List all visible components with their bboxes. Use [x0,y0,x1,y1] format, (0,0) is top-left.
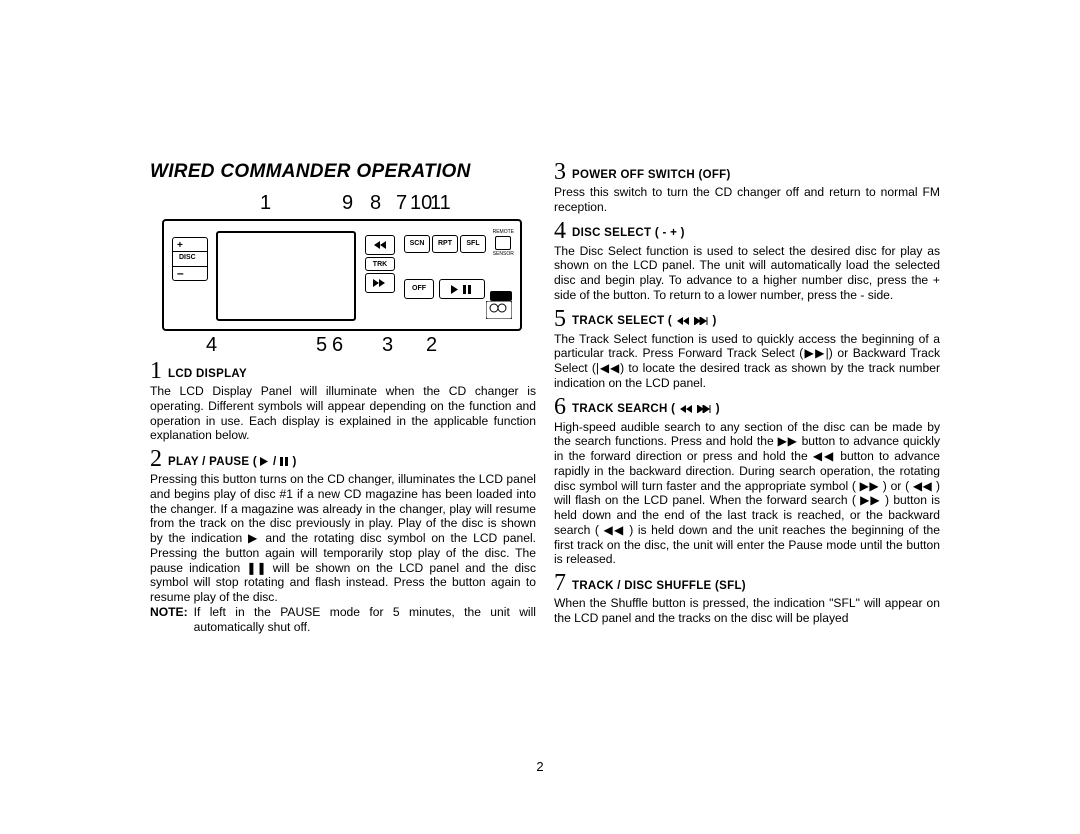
off-button: OFF [404,279,434,299]
page-number: 2 [536,759,543,774]
section-number: 1 [150,359,162,383]
lcd-display [216,231,356,321]
section-number: 5 [554,307,566,331]
section-number: 7 [554,571,566,595]
manual-section: 7 TRACK / DISC SHUFFLE (SFL)When the Shuf… [554,571,940,626]
section-heading: PLAY / PAUSE ( / ) [168,455,297,471]
manual-page: WIRED COMMANDER OPERATION 19871011 + DIS… [150,160,940,638]
section-body: The Disc Select function is used to sele… [554,244,940,303]
right-column: 3 POWER OFF SWITCH (OFF)Press this switch… [554,160,940,638]
callout-number: 4 [206,333,217,357]
remote-sensor-label: REMOTE SENSOR [493,229,514,257]
manual-section: 3 POWER OFF SWITCH (OFF)Press this switch… [554,160,940,215]
manual-section: 5 TRACK SELECT ( ) The Track Select functi… [554,307,940,391]
section-heading: DISC SELECT ( - + ) [572,226,685,242]
section-heading: TRACK SELECT ( ) [572,314,717,330]
callouts-bottom: 4 56 3 2 [150,333,536,359]
cd-logo-icon [486,301,512,323]
trk-label: TRK [365,257,395,271]
callouts-top: 1 9871011 [252,191,536,217]
callout-number: 10 [410,191,432,215]
callout-number: 1 [260,191,271,215]
section-number: 3 [554,160,566,184]
section-body: The Track Select function is used to qui… [554,332,940,391]
left-column: WIRED COMMANDER OPERATION 1 9871011 + DIS… [150,160,536,638]
section-body: The LCD Display Panel will illuminate wh… [150,384,536,443]
section-heading: TRACK / DISC SHUFFLE (SFL) [572,579,746,595]
callout-number: 5 [316,333,327,357]
scn-button: SCN [404,235,430,253]
section-title: WIRED COMMANDER OPERATION [150,160,536,183]
note-label: NOTE: [150,605,188,635]
track-prev-button [365,235,395,255]
device-illustration: + DISC – TRK SCN RPT SFL OFF [150,219,536,331]
section-heading: POWER OFF SWITCH (OFF) [572,168,731,184]
callout-number: 9 [342,191,353,215]
manual-section: 4 DISC SELECT ( - + ) The Disc Select func… [554,219,940,303]
section-body: High-speed audible search to any section… [554,420,940,568]
section-number: 2 [150,447,162,471]
callout-number: 6 [332,333,343,357]
manual-section: 2 PLAY / PAUSE ( / )Pressing this button … [150,447,536,634]
section-heading: LCD DISPLAY [168,367,247,383]
callout-number: 3 [382,333,393,357]
brand-icon [490,291,512,301]
callout-number: 2 [426,333,437,357]
section-number: 6 [554,395,566,419]
section-body: When the Shuffle button is pressed, the … [554,596,940,626]
sfl-button: SFL [460,235,486,253]
section-number: 4 [554,219,566,243]
manual-section: 6 TRACK SEARCH ( ) High-speed audible sear… [554,395,940,568]
manual-section: 1 LCD DISPLAYThe LCD Display Panel will i… [150,359,536,443]
section-body: Pressing this button turns on the CD cha… [150,472,536,605]
disc-select-button: + DISC – [172,237,208,281]
rpt-button: RPT [432,235,458,253]
play-pause-button [439,279,485,299]
note-body: If left in the PAUSE mode for 5 minutes,… [194,605,536,635]
callout-number: 11 [430,191,451,215]
section-heading: TRACK SEARCH ( ) [572,402,720,418]
note: NOTE:If left in the PAUSE mode for 5 min… [150,605,536,635]
section-body: Press this switch to turn the CD changer… [554,185,940,215]
callout-number: 7 [396,191,407,215]
track-next-button [365,273,395,293]
callout-number: 8 [370,191,381,215]
